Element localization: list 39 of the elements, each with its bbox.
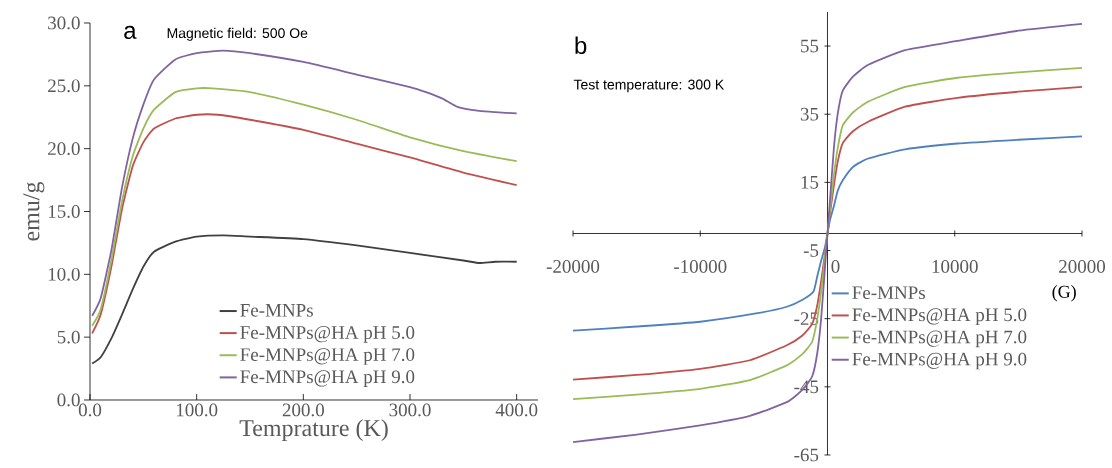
x-tick-label: 300.0 <box>389 403 431 417</box>
y-tick-label: 15.0 <box>48 205 80 218</box>
y-tick-label: 55 <box>801 39 819 53</box>
y-tick-label: 10.0 <box>48 267 80 281</box>
y-tick-label: 15 <box>801 176 819 189</box>
y-tick-label: 35 <box>800 107 819 121</box>
annotation: Test temperature: 300 K <box>573 79 725 93</box>
y-tick-label: -65 <box>794 448 819 462</box>
legend-label: Fe-MNPs <box>852 286 925 300</box>
legend-label: Fe-MNPs@HA pH 7.0 <box>240 348 415 365</box>
y-tick-label: 30.0 <box>48 16 80 30</box>
x-tick-label: 10000 <box>932 260 978 273</box>
x-tick-label: 400.0 <box>495 403 538 417</box>
y-axis-title: emu/g <box>23 181 45 241</box>
legend-label: Fe-MNPs <box>240 304 313 317</box>
x-tick-label: -10000 <box>674 260 727 273</box>
x-tick-label: 0 <box>831 260 840 273</box>
x-tick-label: 100.0 <box>176 403 218 417</box>
x-axis-title: Temprature (K) <box>239 419 388 442</box>
annotation: b <box>575 36 587 55</box>
annotation: Magnetic field: 500 Oe <box>167 27 308 41</box>
y-tick-label: -5 <box>803 244 819 257</box>
y-tick-label: 20.0 <box>48 142 80 156</box>
legend-label: Fe-MNPs@HA pH 7.0 <box>852 330 1027 348</box>
y-tick-label: 0.0 <box>57 393 80 407</box>
legend-label: Fe-MNPs@HA pH 9.0 <box>240 370 415 388</box>
x-tick-label: 200.0 <box>282 403 324 417</box>
x-tick-label: 20000 <box>1059 260 1106 273</box>
x-axis-title: (G) <box>1052 285 1076 302</box>
y-tick-label: 5.0 <box>57 330 80 344</box>
x-tick-label: -20000 <box>546 260 600 273</box>
legend-label: Fe-MNPs@HA pH 5.0 <box>240 326 415 343</box>
y-tick-label: 25.0 <box>48 79 80 93</box>
annotation: a <box>124 25 137 39</box>
legend-label: Fe-MNPs@HA pH 5.0 <box>852 308 1027 326</box>
legend-label: Fe-MNPs@HA pH 9.0 <box>852 352 1027 370</box>
line-series <box>91 234 518 365</box>
x-tick-label: 0.0 <box>78 403 102 417</box>
line-series <box>91 49 518 317</box>
